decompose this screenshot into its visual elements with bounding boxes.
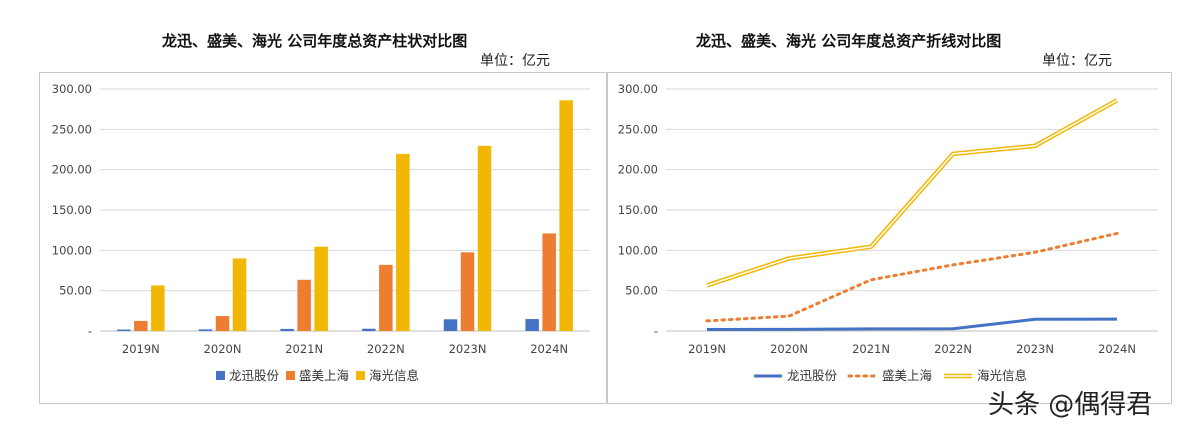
legend-swatch xyxy=(216,371,225,380)
y-tick-label: 100.00 xyxy=(52,243,92,257)
bar-1 xyxy=(525,319,539,331)
y-tick-label: 150.00 xyxy=(52,203,92,217)
legend-label: 龙迅股份 xyxy=(229,368,280,383)
bar-1 xyxy=(443,319,458,331)
y-tick-label: 300.00 xyxy=(52,82,92,96)
x-tick-label: 2019N xyxy=(122,342,160,356)
legend-label: 龙迅股份 xyxy=(787,368,838,383)
bar-2 xyxy=(297,279,311,331)
bar-3 xyxy=(477,145,492,331)
x-tick-label: 2023N xyxy=(449,342,487,356)
legend-label: 海光信息 xyxy=(369,368,419,383)
line-series-3-inner xyxy=(706,99,1118,287)
bar-3 xyxy=(151,285,165,331)
bar-2 xyxy=(460,252,475,331)
line-chart-unit: 单位：亿元 xyxy=(1042,53,1112,69)
y-tick-label: 150.00 xyxy=(618,203,658,217)
bar-2 xyxy=(379,264,393,331)
line-series-1 xyxy=(706,317,1118,331)
y-tick-label: 300.00 xyxy=(618,82,658,96)
x-tick-label: 2024N xyxy=(530,342,568,356)
line-series-2 xyxy=(705,231,1119,323)
x-tick-label: 2022N xyxy=(934,342,972,356)
line-chart-panel: - 50.00 100.00 150.00 200.00 250.00 300.00 2019… xyxy=(607,72,1172,404)
legend-label: 盛美上海 xyxy=(882,368,933,383)
x-tick-label: 2020N xyxy=(204,342,242,356)
x-tick-label: 2019N xyxy=(688,342,726,356)
bar-1 xyxy=(280,328,294,331)
y-tick-label: - xyxy=(88,324,92,338)
line-chart: - 50.00 100.00 150.00 200.00 250.00 300.00 2019… xyxy=(618,82,1158,383)
y-tick-label: - xyxy=(654,324,658,338)
x-tick-label: 2023N xyxy=(1016,342,1054,356)
bar-3 xyxy=(396,153,410,331)
y-tick-label: 100.00 xyxy=(618,243,658,257)
line-series-3 xyxy=(706,98,1119,288)
y-tick-label: 250.00 xyxy=(618,122,658,136)
legend-swatch xyxy=(356,371,365,380)
x-tick-label: 2021N xyxy=(852,342,890,356)
bar-2 xyxy=(215,316,230,331)
line-chart-title: 龙迅、盛美、海光 公司年度总资产折线对比图 xyxy=(696,32,1002,50)
bar-3 xyxy=(232,258,247,331)
bar-chart: - 50.00 100.00 150.00 200.00 250.00 300.00 2019… xyxy=(52,82,590,383)
x-tick-label: 2022N xyxy=(367,342,405,356)
y-tick-label: 200.00 xyxy=(618,163,658,177)
legend-swatch xyxy=(286,371,295,380)
bar-chart-title: 龙迅、盛美、海光 公司年度总资产柱状对比图 xyxy=(162,32,468,50)
y-tick-label: 200.00 xyxy=(52,163,92,177)
legend-label: 盛美上海 xyxy=(299,368,350,383)
y-tick-label: 50.00 xyxy=(59,284,92,298)
bar-1 xyxy=(362,328,376,331)
x-tick-label: 2021N xyxy=(285,342,323,356)
bar-3 xyxy=(559,100,573,331)
bar-2 xyxy=(542,233,556,331)
watermark: 头条 @偶得君 xyxy=(988,390,1153,420)
bar-chart-unit: 单位：亿元 xyxy=(480,53,550,69)
bar-2 xyxy=(134,320,148,331)
bar-chart-panel: - 50.00 100.00 150.00 200.00 250.00 300.00 2019… xyxy=(39,72,607,404)
bar-1 xyxy=(198,329,213,331)
bar-1 xyxy=(117,329,131,331)
legend-label: 海光信息 xyxy=(977,368,1027,383)
bar-3 xyxy=(314,246,328,331)
x-tick-label: 2020N xyxy=(770,342,808,356)
y-tick-label: 50.00 xyxy=(625,284,658,298)
y-tick-label: 250.00 xyxy=(52,122,92,136)
x-tick-label: 2024N xyxy=(1098,342,1136,356)
